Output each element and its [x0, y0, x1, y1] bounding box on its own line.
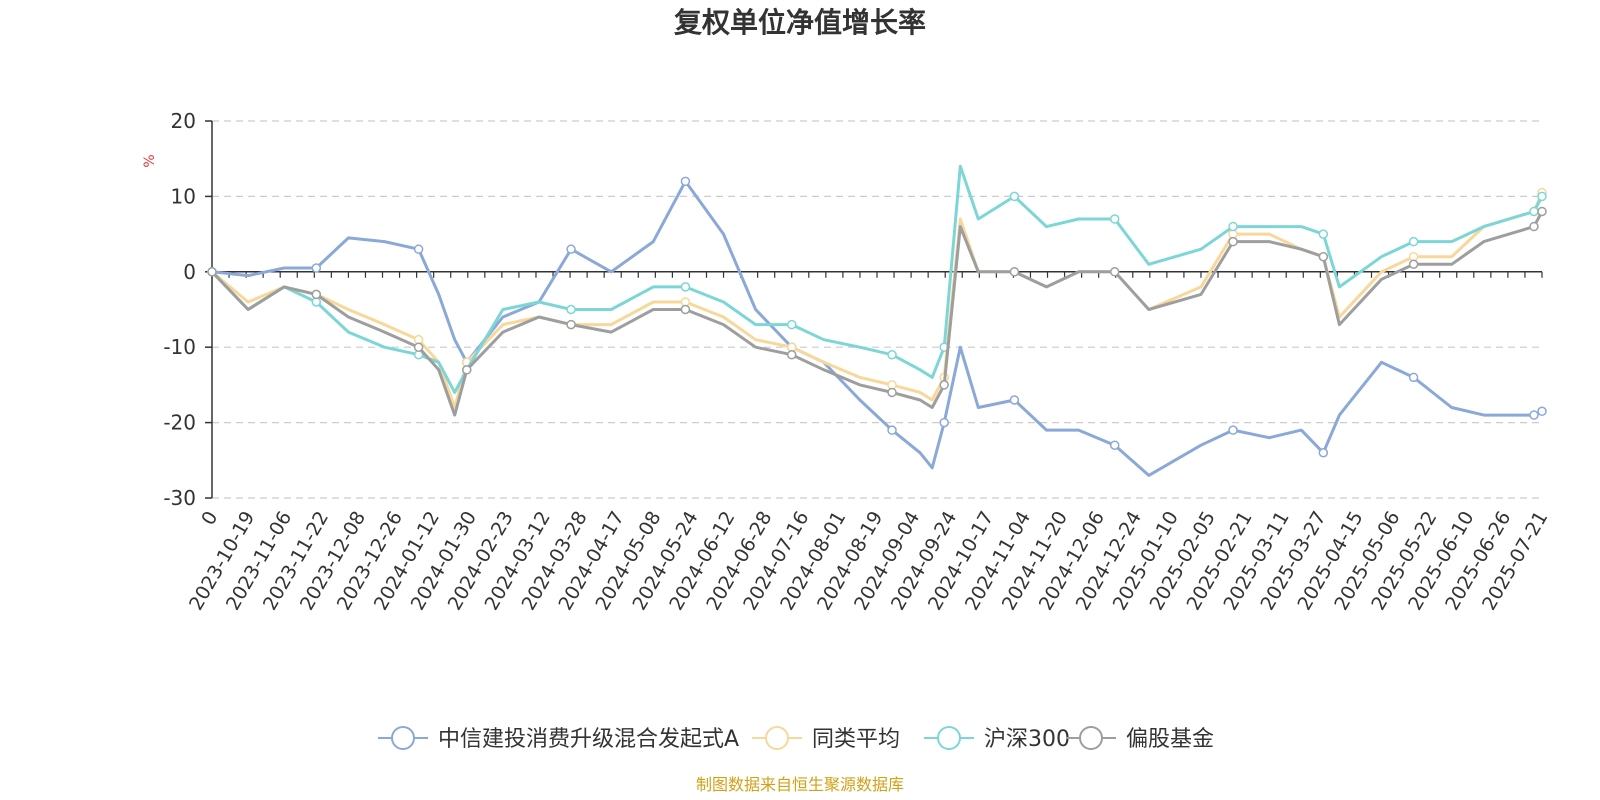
series-point [939, 417, 949, 428]
series-point [1318, 448, 1329, 458]
legend-item[interactable]: 中信建投消费升级混合发起式A [378, 726, 739, 752]
series-point [413, 244, 424, 254]
y-tick-label: -10 [163, 335, 196, 359]
series-line-3 [210, 164, 1544, 394]
series-point [887, 349, 897, 360]
series-point [1009, 267, 1020, 277]
series-point [1318, 229, 1329, 239]
y-axis-label: % [142, 154, 158, 167]
series-point [1228, 221, 1238, 232]
series-point [1537, 191, 1547, 202]
series-point [413, 342, 424, 352]
series-point [1109, 214, 1120, 224]
series-line-2 [211, 192, 1544, 409]
legend-swatch-marker [937, 726, 961, 750]
chart-title: 复权单位净值增长率 [674, 6, 926, 39]
legend-label: 中信建投消费升级混合发起式A [438, 727, 739, 752]
series-point [1408, 259, 1419, 270]
series-point [1009, 395, 1020, 405]
series-point [566, 304, 576, 315]
legend-item[interactable]: 同类平均 [752, 726, 900, 752]
legend-item[interactable]: 沪深300 [924, 726, 1070, 752]
data-source-note: 制图数据来自恒生聚源数据库 [696, 775, 904, 794]
plot-area [207, 164, 1547, 477]
series-line-1 [211, 179, 1543, 477]
series-point [1529, 410, 1539, 420]
legend-label: 偏股基金 [1126, 727, 1214, 752]
series-point [887, 387, 897, 398]
series-point [1009, 191, 1020, 202]
series-point [680, 304, 691, 315]
series-point [1537, 406, 1547, 417]
legend-swatch-marker [391, 726, 415, 750]
series-point [311, 263, 322, 273]
series-point [311, 289, 322, 300]
series-point [1529, 221, 1539, 232]
y-tick-label: -30 [163, 486, 196, 510]
y-tick-label: -20 [163, 411, 196, 435]
legend-swatch-marker [1079, 726, 1103, 750]
legend-item[interactable]: 偏股基金 [1066, 726, 1214, 752]
series-point [1228, 425, 1238, 435]
series-point [1228, 236, 1238, 247]
legend-swatch-marker [765, 726, 789, 750]
grid-lines [212, 120, 1542, 499]
series-point [462, 365, 472, 375]
series-point [939, 380, 949, 390]
series-point [566, 319, 576, 330]
y-tick-label: 0 [183, 260, 196, 284]
series-point [1109, 440, 1120, 450]
y-tick-label: 10 [171, 184, 196, 208]
series-point [1408, 372, 1419, 383]
axes: -30-20-100102002023-10-192023-11-062023-… [163, 109, 1552, 614]
legend-label: 沪深300 [984, 727, 1070, 752]
y-tick-label: 20 [171, 109, 196, 133]
series-point [1109, 267, 1120, 277]
series-point [1529, 206, 1539, 217]
series-point [786, 349, 797, 360]
legend[interactable]: 中信建投消费升级混合发起式A 同类平均 沪深300 偏股基金 [378, 726, 1214, 752]
series-point [887, 425, 897, 435]
series-point [1318, 251, 1329, 262]
series-point [680, 282, 691, 292]
series-point [566, 244, 576, 254]
series-point [680, 176, 691, 187]
series-point [1537, 206, 1547, 217]
series-point [1408, 236, 1419, 247]
x-tick-label: 0 [197, 508, 222, 529]
legend-label: 同类平均 [812, 727, 900, 752]
series-point [207, 267, 217, 277]
series-point [786, 319, 797, 330]
